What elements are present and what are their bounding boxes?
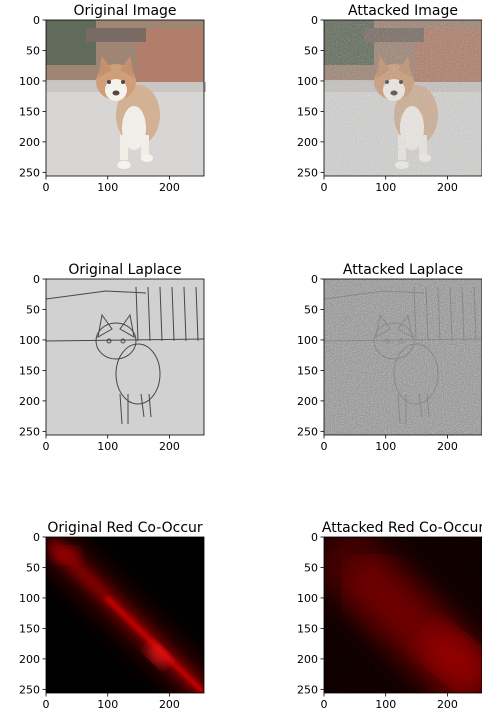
y-tick-label: 150: [19, 622, 40, 635]
y-tick-label: 150: [297, 364, 318, 377]
axes-frame: [323, 19, 482, 177]
y-tick-label: 0: [311, 273, 318, 286]
x-tick-label: 200: [159, 440, 180, 453]
x-tick-label: 200: [159, 698, 180, 711]
subplot-title: Attacked Laplace: [343, 262, 463, 278]
x-tick-label: 0: [321, 698, 328, 711]
y-tick-label: 100: [19, 592, 40, 605]
y-tick-label: 200: [19, 653, 40, 666]
x-tick-label: 0: [321, 181, 328, 194]
y-tick-label: 250: [297, 683, 318, 696]
subplot-title: Attacked Red Co-Occur: [322, 520, 482, 536]
y-tick-label: 250: [297, 425, 318, 438]
x-tick-label: 100: [97, 698, 118, 711]
x-tick-label: 200: [437, 698, 458, 711]
y-tick-label: 50: [26, 303, 40, 316]
y-tick-label: 0: [33, 531, 40, 544]
y-tick-label: 100: [19, 334, 40, 347]
y-tick-label: 250: [19, 166, 40, 179]
x-tick-label: 100: [375, 440, 396, 453]
y-tick-label: 0: [33, 273, 40, 286]
x-tick-label: 0: [43, 698, 50, 711]
x-tick-label: 100: [375, 698, 396, 711]
cooccurrence-density: [46, 537, 204, 693]
y-tick-label: 100: [297, 334, 318, 347]
subplot-5: Original Red Co-Occur 0 100 200 0 50 100 150 200…: [19, 520, 205, 711]
y-tick-label: 150: [297, 105, 318, 118]
subplot-title: Attacked Image: [348, 3, 458, 19]
subplot-title: Original Image: [73, 3, 176, 19]
y-tick-label: 50: [26, 44, 40, 57]
y-tick-label: 100: [19, 75, 40, 88]
y-tick-label: 0: [311, 531, 318, 544]
x-tick-label: 0: [321, 440, 328, 453]
y-tick-label: 250: [297, 166, 318, 179]
subplot-title: Original Laplace: [68, 262, 181, 278]
x-tick-label: 200: [159, 181, 180, 194]
y-tick-label: 250: [19, 683, 40, 696]
y-tick-label: 100: [297, 75, 318, 88]
y-tick-label: 0: [33, 14, 40, 27]
axes-frame: [45, 19, 205, 177]
y-tick-label: 150: [19, 364, 40, 377]
y-tick-label: 50: [304, 303, 318, 316]
x-tick-label: 0: [43, 181, 50, 194]
subplot-4: Attacked Laplace 0 100 200 0 50 100 150 200 250: [297, 262, 482, 453]
axes-frame: [45, 536, 205, 694]
y-tick-label: 100: [297, 592, 318, 605]
y-tick-label: 200: [297, 653, 318, 666]
axes-frame: [45, 278, 205, 436]
y-tick-label: 150: [297, 622, 318, 635]
x-tick-label: 0: [43, 440, 50, 453]
y-tick-label: 250: [19, 425, 40, 438]
subplot-6: Attacked Red Co-Occur 0 100 200 0 50 100 150 200…: [297, 520, 482, 711]
subplot-1: Original Image 0 100 200 0 50 100 150 200 250: [19, 3, 206, 194]
y-tick-label: 0: [311, 14, 318, 27]
x-tick-label: 100: [375, 181, 396, 194]
x-tick-label: 200: [437, 181, 458, 194]
axes-frame: [323, 536, 482, 694]
subplot-title: Original Red Co-Occur: [47, 520, 203, 536]
y-tick-label: 50: [26, 561, 40, 574]
cooccurrence-density: [324, 537, 482, 693]
y-tick-label: 200: [19, 136, 40, 149]
y-tick-label: 200: [297, 136, 318, 149]
y-tick-label: 50: [304, 561, 318, 574]
subplot-3: Original Laplace 0 100 200 0 50 100 150 200 250: [19, 262, 205, 453]
edge-outline: [323, 286, 482, 425]
x-tick-label: 100: [97, 181, 118, 194]
x-tick-label: 200: [437, 440, 458, 453]
y-tick-label: 50: [304, 44, 318, 57]
axes-frame: [323, 278, 482, 436]
y-tick-label: 200: [19, 395, 40, 408]
subplot-2: Attacked Image 0 100 200 0 50 100 150 200 250: [297, 3, 482, 194]
x-tick-label: 100: [97, 440, 118, 453]
y-tick-label: 200: [297, 395, 318, 408]
edge-outline: [45, 286, 205, 425]
y-tick-label: 150: [19, 105, 40, 118]
